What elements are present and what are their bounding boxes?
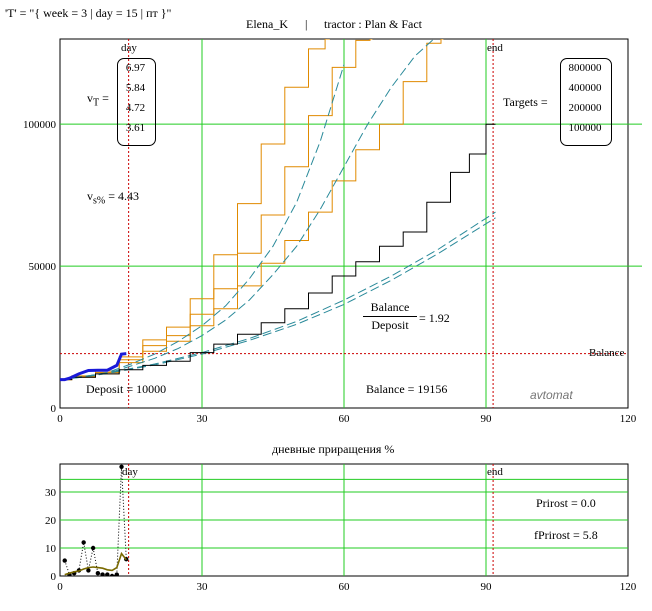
end-marker-label-lower: end bbox=[487, 466, 503, 478]
x-tick-label: 0 bbox=[57, 413, 63, 425]
y-tick-label: 30 bbox=[45, 487, 57, 499]
vt-value: 5.84 bbox=[125, 82, 146, 94]
series-line bbox=[60, 211, 496, 381]
targets-label: Targets = bbox=[503, 95, 548, 109]
y-tick-label: 0 bbox=[51, 571, 57, 583]
time-selector-label: 'T' = "{ week = 3 | day = 15 | пт }" bbox=[5, 6, 172, 20]
balance-line-label: Balance bbox=[589, 347, 625, 359]
fprirost-text: fPrirost = 5.8 bbox=[534, 528, 598, 542]
data-point bbox=[119, 464, 124, 469]
targets-matrix: 800000 400000 200000 100000 bbox=[560, 58, 610, 138]
x-tick-label: 90 bbox=[481, 413, 493, 425]
data-point bbox=[86, 568, 91, 573]
series-line bbox=[60, 39, 435, 381]
mode-label: tractor : Plan & Fact bbox=[324, 17, 422, 31]
y-tick-label: 10 bbox=[45, 543, 57, 555]
header-separator: | bbox=[305, 17, 308, 31]
deposit-text: Deposit = 10000 bbox=[86, 382, 167, 396]
ratio-denominator: Deposit bbox=[371, 318, 409, 332]
x-tick-label: 120 bbox=[620, 581, 637, 593]
targets-matrix-bracket bbox=[560, 58, 612, 146]
x-tick-label: 90 bbox=[481, 581, 493, 593]
vt-value: 4.72 bbox=[125, 102, 146, 114]
vt-matrix: 6.97 5.84 4.72 3.61 bbox=[117, 58, 154, 138]
target-value: 100000 bbox=[568, 122, 602, 134]
y-tick-label: 0 bbox=[51, 403, 57, 415]
x-tick-label: 30 bbox=[197, 413, 209, 425]
x-tick-label: 60 bbox=[339, 581, 351, 593]
data-point bbox=[105, 572, 110, 576]
data-point bbox=[90, 545, 96, 551]
series-line bbox=[60, 64, 345, 381]
data-point bbox=[100, 572, 105, 576]
vt-label: vT = bbox=[87, 91, 109, 109]
end-marker-label: end bbox=[487, 42, 503, 54]
ratio-divider bbox=[363, 316, 417, 317]
prirost-text: Prirost = 0.0 bbox=[536, 496, 596, 510]
target-value: 800000 bbox=[568, 62, 602, 74]
user-name: Elena_K bbox=[246, 17, 288, 31]
x-tick-label: 60 bbox=[339, 413, 351, 425]
main-chart: 0 30 60 90 120 0 50000 100000 bbox=[23, 38, 642, 425]
target-value: 400000 bbox=[568, 82, 602, 94]
series-line bbox=[64, 551, 127, 576]
vt-value: 6.97 bbox=[125, 62, 146, 74]
y-tick-label: 100000 bbox=[23, 119, 57, 131]
ratio-value: = 1.92 bbox=[419, 311, 450, 325]
vt-matrix-bracket bbox=[117, 58, 156, 146]
x-tick-label: 30 bbox=[197, 581, 209, 593]
vs-label: vs% = 4.43 bbox=[87, 189, 140, 207]
data-point bbox=[81, 540, 86, 545]
series-line bbox=[60, 352, 127, 382]
data-point bbox=[95, 571, 101, 576]
balance-deposit-ratio: Balance Deposit bbox=[363, 300, 417, 333]
series-line bbox=[60, 217, 496, 381]
x-tick-label: 0 bbox=[57, 581, 63, 593]
increments-chart: 0 30 60 90 120 0 10 20 30 bbox=[45, 463, 637, 593]
data-point bbox=[114, 572, 119, 576]
increments-title: дневные приращения % bbox=[272, 442, 395, 456]
y-tick-label: 50000 bbox=[29, 261, 57, 273]
target-value: 200000 bbox=[568, 102, 602, 114]
series-line bbox=[60, 39, 444, 381]
x-tick-label: 120 bbox=[620, 413, 637, 425]
y-tick-label: 20 bbox=[45, 515, 57, 527]
balance-text: Balance = 19156 bbox=[366, 382, 448, 396]
day-marker-label: day bbox=[121, 42, 137, 54]
data-point bbox=[62, 558, 67, 563]
vt-value: 3.61 bbox=[125, 122, 146, 134]
series-line bbox=[60, 123, 496, 381]
data-point bbox=[109, 573, 115, 576]
series-line bbox=[64, 466, 127, 576]
ratio-numerator: Balance bbox=[370, 300, 410, 314]
watermark: avtomat bbox=[530, 388, 573, 402]
day-marker-label-lower: day bbox=[122, 466, 138, 478]
